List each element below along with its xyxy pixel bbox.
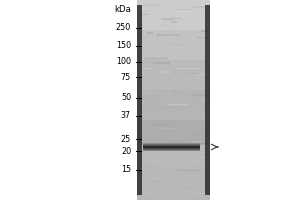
Bar	[143, 144, 200, 145]
Bar	[143, 144, 200, 145]
Text: 75: 75	[121, 72, 131, 82]
Bar	[137, 60, 210, 90]
Text: 15: 15	[121, 166, 131, 174]
Bar	[143, 146, 200, 147]
Bar	[143, 148, 200, 149]
Bar	[143, 147, 200, 148]
Bar	[143, 149, 200, 150]
Bar	[143, 147, 200, 148]
Bar	[137, 165, 210, 200]
Bar	[137, 0, 210, 30]
Bar	[137, 120, 210, 145]
Bar	[205, 5, 210, 195]
Bar	[143, 145, 200, 146]
Text: 50: 50	[121, 94, 131, 102]
Text: 250: 250	[116, 23, 131, 32]
Bar	[143, 143, 200, 144]
Bar	[137, 30, 210, 60]
Bar	[143, 143, 200, 144]
Text: 100: 100	[116, 58, 131, 66]
Text: 37: 37	[121, 112, 131, 120]
Text: 150: 150	[116, 42, 131, 50]
Text: 25: 25	[121, 134, 131, 144]
Bar	[143, 146, 200, 147]
Bar	[137, 145, 210, 165]
Bar	[143, 145, 200, 146]
Bar	[143, 149, 200, 150]
Bar	[137, 90, 210, 120]
Text: kDa: kDa	[114, 5, 131, 15]
Bar	[143, 150, 200, 151]
Bar	[143, 150, 200, 151]
Text: 20: 20	[121, 146, 131, 156]
Bar	[143, 148, 200, 149]
Bar	[137, 5, 142, 195]
